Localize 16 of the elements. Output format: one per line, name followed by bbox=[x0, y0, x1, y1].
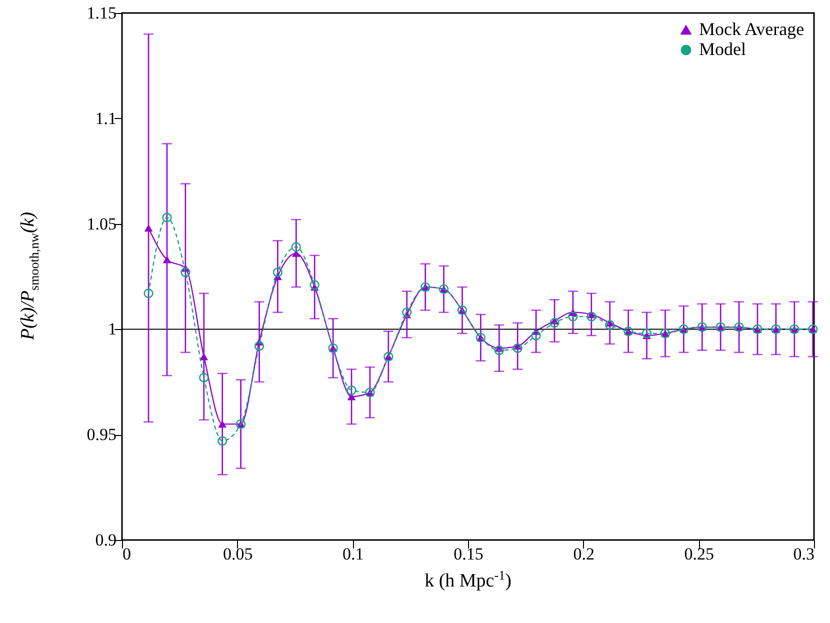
x-tick-label: 0.25 bbox=[684, 544, 714, 564]
x-tick-label: 0.05 bbox=[222, 544, 253, 564]
y-tick-label: 1 bbox=[108, 320, 116, 339]
y-tick-label: 1.05 bbox=[86, 214, 116, 234]
x-tick-label: 0.2 bbox=[573, 544, 594, 564]
x-tick-label: 0.1 bbox=[342, 544, 364, 564]
x-tick-label: 0 bbox=[122, 544, 131, 564]
x-axis-title: k (h Mpc$^{-1}$) bbox=[424, 567, 512, 593]
y-tick-label: 1.15 bbox=[86, 4, 116, 22]
y-tick-label: 0.9 bbox=[95, 530, 116, 550]
x-tick-label: 0.3 bbox=[793, 544, 814, 564]
y-tick-label: 1.1 bbox=[95, 108, 116, 128]
x-tick-label: 0.15 bbox=[454, 544, 484, 564]
y-tick-label: 0.95 bbox=[86, 425, 116, 444]
legend-label: Mock Average bbox=[699, 19, 804, 39]
legend-label: Model bbox=[699, 39, 746, 59]
